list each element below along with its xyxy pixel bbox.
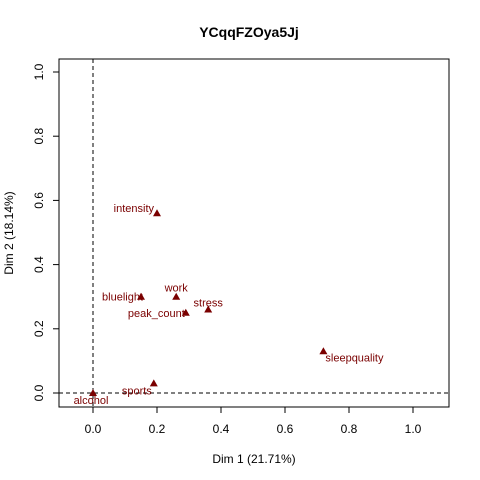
y-tick-label: 0.0 (32, 384, 46, 401)
y-tick-label: 0.2 (32, 320, 46, 337)
point-label-bluelight: bluelight (102, 292, 143, 304)
point-marker-sports (149, 379, 158, 387)
point-marker-intensity (153, 209, 161, 217)
point-marker-bluelight (137, 292, 145, 300)
point-labels: intensity work bluelight stress peak_countsl… (74, 203, 384, 407)
y-tick-label: 0.8 (32, 128, 46, 145)
y-tick-label: 0.6 (32, 192, 46, 209)
point-marker-alcohol (89, 389, 97, 396)
x-axis-label: Dim 1 (21.71%) (212, 452, 295, 466)
point-label-sports: sports (122, 385, 152, 397)
point-label-stress: stress (194, 298, 224, 310)
y-tick-label: 1.0 (32, 63, 46, 80)
point-label-intensity: intensity (114, 203, 155, 215)
x-tick-label: 1.0 (405, 422, 422, 436)
x-axis: 0.0 0.2 0.4 0.6 0.8 1.0 (85, 406, 422, 436)
chart-title: YCqqFZOya5Jj (199, 24, 299, 40)
point-marker-sleepquality (319, 347, 328, 355)
point-label-work: work (164, 283, 189, 295)
y-tick-label: 0.4 (32, 256, 46, 273)
x-tick-label: 0.4 (213, 422, 230, 436)
point-label-alcohol: alcohol (74, 395, 109, 407)
x-tick-label: 0.6 (277, 422, 294, 436)
y-axis: 0.0 0.2 0.4 0.6 0.8 1.0 (32, 63, 60, 401)
point-marker-stress (204, 305, 213, 313)
data-points (89, 209, 328, 396)
point-label-peak_count: peak_count (128, 308, 185, 320)
point-marker-work (172, 292, 181, 300)
x-tick-label: 0.0 (85, 422, 102, 436)
y-axis-label: Dim 2 (18.14%) (2, 191, 16, 274)
x-tick-label: 0.8 (341, 422, 358, 436)
point-label-sleepquality: sleepquality (325, 352, 384, 364)
point-marker-peak_count (181, 308, 190, 316)
x-tick-label: 0.2 (149, 422, 166, 436)
reference-lines (59, 59, 449, 407)
